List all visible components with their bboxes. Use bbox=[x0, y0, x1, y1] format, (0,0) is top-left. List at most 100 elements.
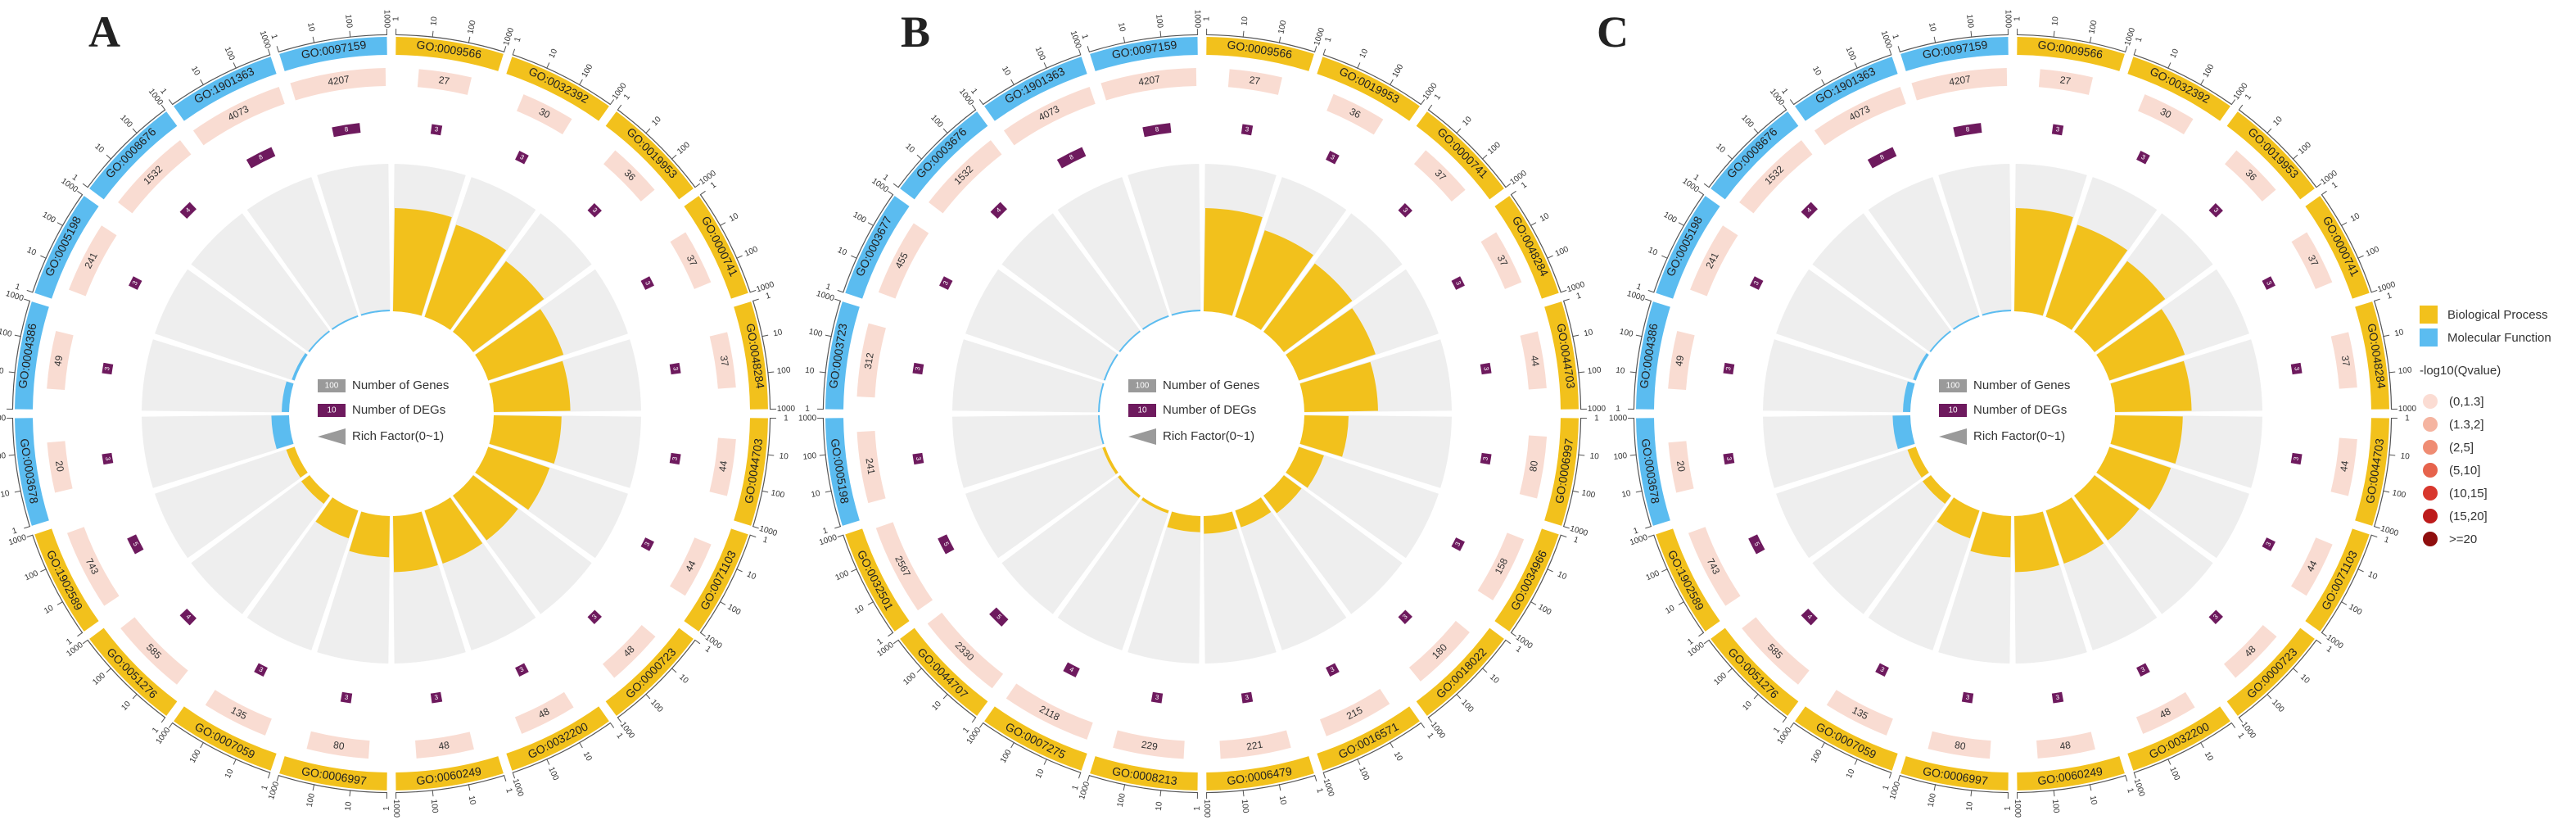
degs-value: 5 bbox=[942, 541, 951, 548]
term-band bbox=[900, 627, 988, 716]
tick-label: 100 bbox=[0, 451, 7, 462]
rich-factor-track bbox=[191, 474, 331, 614]
term-band bbox=[825, 418, 860, 526]
tick-label: 10 bbox=[0, 366, 4, 376]
rich-factor-track bbox=[1868, 177, 1980, 330]
tick-mark bbox=[971, 717, 977, 723]
tick-mark bbox=[233, 62, 237, 69]
tick-mark bbox=[1427, 717, 1433, 723]
tick-mark bbox=[2089, 784, 2092, 791]
genes-bar bbox=[120, 617, 188, 685]
legend-mf-swatch bbox=[2420, 328, 2438, 347]
tick-mark bbox=[2266, 128, 2272, 134]
tick-label: 1 bbox=[1071, 784, 1081, 791]
tick-mark bbox=[1420, 722, 1426, 728]
inner-legend-degs-swatch bbox=[1128, 404, 1156, 417]
tick-mark bbox=[1645, 526, 1652, 529]
tick-mark bbox=[749, 534, 757, 538]
degs-bar bbox=[515, 663, 529, 677]
tick-mark bbox=[1647, 534, 1655, 538]
tick-label: 1 bbox=[382, 806, 391, 811]
genes-value: 4207 bbox=[327, 73, 350, 88]
tick-mark bbox=[645, 128, 651, 134]
tick-mark bbox=[645, 693, 651, 700]
tick-mark bbox=[14, 490, 21, 493]
tick-label: 1 bbox=[1686, 636, 1695, 646]
tick-label: 100 bbox=[2087, 19, 2099, 34]
genes-bar bbox=[1113, 730, 1185, 759]
degs-bar bbox=[1241, 691, 1254, 704]
degs-value: 3 bbox=[103, 366, 111, 371]
genes-value: 44 bbox=[2304, 559, 2320, 574]
tick-mark bbox=[1933, 784, 1937, 791]
rich-factor-bar bbox=[2074, 260, 2166, 352]
tick-label: 10 bbox=[0, 489, 11, 500]
rich-factor-track bbox=[1128, 511, 1201, 664]
genes-bar bbox=[2330, 437, 2357, 496]
degs-bar bbox=[938, 534, 955, 555]
tick-mark bbox=[1821, 741, 1826, 749]
degs-bar bbox=[2136, 663, 2150, 677]
tick-mark bbox=[617, 104, 622, 111]
tick-label: 100 bbox=[1964, 14, 1975, 29]
tick-label: 100 bbox=[429, 799, 440, 813]
tick-label: 10 bbox=[2169, 48, 2181, 60]
tick-label: 10 bbox=[1621, 489, 1633, 500]
tick-label: 100 bbox=[1486, 140, 1503, 156]
rich-factor-bar bbox=[1098, 414, 1105, 445]
tick-mark bbox=[837, 289, 844, 293]
genes-bar bbox=[856, 431, 886, 504]
rich-factor-track bbox=[1001, 474, 1141, 614]
tick-label: 10 bbox=[2203, 750, 2215, 763]
legend: Biological Process Molecular Function -l… bbox=[2420, 303, 2551, 550]
tick-mark bbox=[56, 600, 64, 605]
tick-label: 1 bbox=[1202, 16, 1211, 21]
term-band bbox=[1636, 301, 1670, 410]
tick-mark bbox=[694, 639, 701, 645]
rich-factor-bar bbox=[1892, 414, 1915, 450]
rich-factor-track bbox=[1128, 164, 1201, 316]
legend-q-dot bbox=[2423, 509, 2438, 523]
tick-mark bbox=[432, 30, 434, 38]
rich-factor-bar bbox=[360, 310, 391, 316]
degs-bar bbox=[2051, 124, 2064, 136]
rich-factor-bar bbox=[453, 475, 518, 541]
rich-factor-bar bbox=[1235, 230, 1313, 330]
term-band bbox=[2305, 196, 2370, 299]
genes-value: 37 bbox=[685, 253, 700, 269]
rich-factor-bar bbox=[1299, 414, 1349, 457]
tick-mark bbox=[1481, 154, 1488, 160]
genes-bar bbox=[1826, 690, 1893, 736]
degs-value: 5 bbox=[1753, 541, 1761, 548]
tick-mark bbox=[2230, 99, 2236, 106]
tick-mark bbox=[1456, 128, 1462, 134]
term-band bbox=[506, 706, 609, 771]
tick-label: 100 bbox=[343, 14, 354, 29]
genes-bar bbox=[1739, 140, 1813, 214]
tick-mark bbox=[546, 759, 550, 765]
tick-mark bbox=[888, 190, 894, 196]
tick-mark bbox=[609, 722, 615, 728]
tick-label: 100 bbox=[743, 245, 760, 259]
tick-label: 100 bbox=[466, 19, 477, 34]
rich-factor-track bbox=[1203, 511, 1277, 664]
legend-q-bin: (0,1.3] bbox=[2420, 390, 2551, 413]
genes-bar bbox=[1519, 435, 1548, 499]
genes-bar bbox=[1003, 86, 1096, 146]
tick-label: 1 bbox=[1772, 726, 1782, 735]
genes-bar bbox=[1219, 730, 1291, 759]
tick-mark bbox=[40, 255, 47, 259]
tick-label: 100 bbox=[1033, 46, 1047, 62]
degs-bar bbox=[129, 276, 142, 290]
tick-mark bbox=[1635, 334, 1643, 337]
tick-label: 10 bbox=[805, 366, 816, 376]
tick-mark bbox=[978, 99, 984, 106]
legend-bp-label: Biological Process bbox=[2447, 307, 2548, 322]
degs-bar bbox=[2208, 609, 2223, 624]
tick-mark bbox=[2321, 190, 2327, 196]
circular-plot-b: 1 10 100 1000GO:00095662731101001000GO:0019… bbox=[798, 10, 1607, 818]
degs-bar bbox=[515, 151, 529, 165]
genes-bar bbox=[1100, 68, 1197, 101]
tick-mark bbox=[504, 46, 507, 53]
genes-bar bbox=[670, 537, 712, 596]
